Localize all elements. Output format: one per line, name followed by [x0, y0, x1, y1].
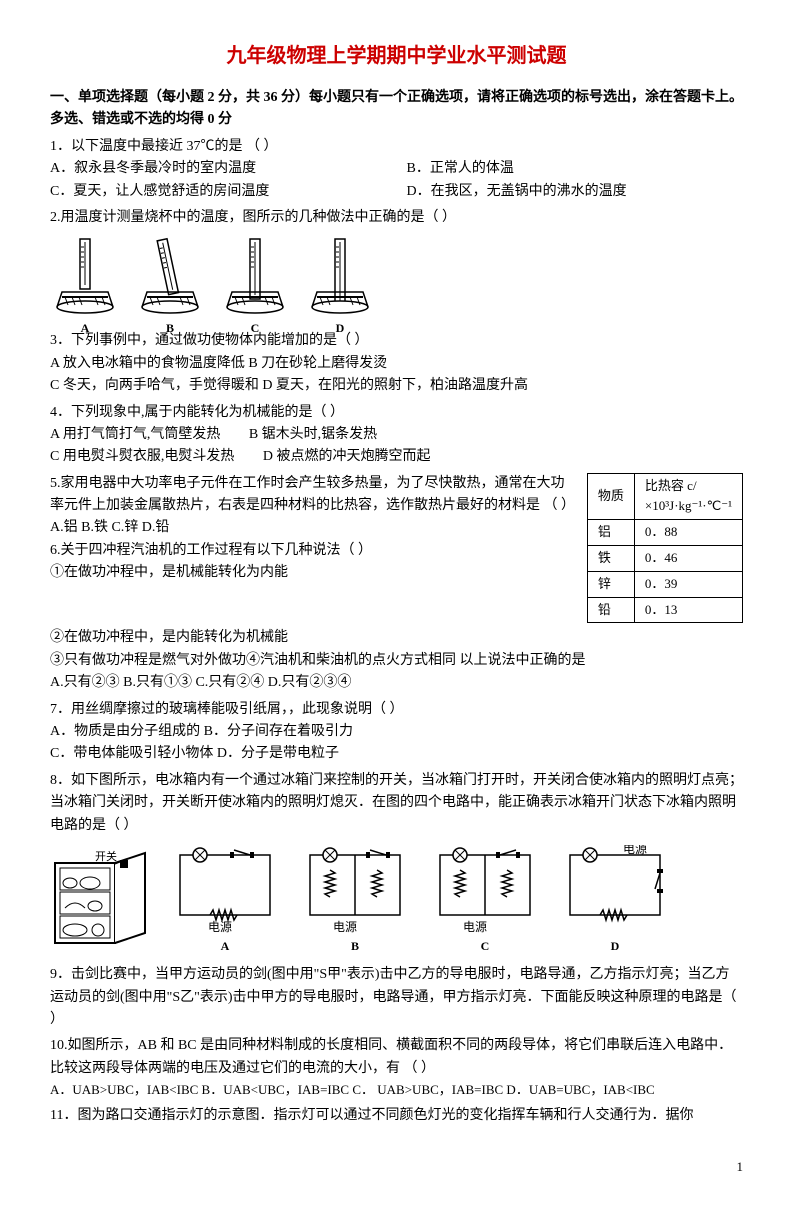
q1-stem: 1．以下温度中最接近 37℃的是 （ ） — [50, 136, 743, 158]
question-6-cont: ②在做功冲程中，是内能转化为机械能 ③只有做功冲程是燃气对外做功④汽油机和柴油机… — [50, 627, 743, 694]
svg-text:电源: 电源 — [333, 920, 357, 934]
question-8: 8．如下图所示，电冰箱内有一个通过冰箱门来控制的开关，当冰箱门打开时，开关闭合使… — [50, 770, 743, 956]
question-3: 3．下列事例中，通过做功使物体内能增加的是（ ） A 放入电冰箱中的食物温度降低… — [50, 330, 743, 397]
table-row: 铁0．46 — [587, 546, 742, 572]
q8-stem: 8．如下图所示，电冰箱内有一个通过冰箱门来控制的开关，当冰箱门打开时，开关闭合使… — [50, 770, 743, 837]
q2-fig-b: B — [135, 237, 205, 322]
q2-label-b: B — [135, 319, 205, 338]
q8-figures: 开关 电源 — [50, 845, 743, 956]
question-10: 10.如图所示，AB 和 BC 是由同种材料制成的长度相同、横截面积不同的两段导… — [50, 1035, 743, 1101]
q8-circuit-a: 电源 A — [170, 845, 280, 956]
section-1-header: 一、单项选择题（每小题 2 分，共 36 分）每小题只有一个正确选项，请将正确选… — [50, 87, 743, 132]
question-11: 11．图为路口交通指示灯的示意图．指示灯可以通过不同颜色灯光的变化指挥车辆和行人… — [50, 1105, 743, 1127]
q2-fig-d: D — [305, 237, 375, 322]
q3-opt-ab: A 放入电冰箱中的食物温度降低 B 刀在砂轮上磨得发烫 — [50, 353, 743, 375]
table-row: 锌0．39 — [587, 571, 742, 597]
q2-label-a: A — [50, 319, 120, 338]
q4-opt-d: D 被点燃的冲天炮腾空而起 — [263, 446, 431, 468]
q10-opts: A．UAB>UBC，IAB<IBC B．UAB<UBC，IAB=IBC C． U… — [50, 1080, 743, 1101]
q4-opt-c: C 用电熨斗熨衣服,电熨斗发热 — [50, 446, 234, 468]
q2-fig-a: A — [50, 237, 120, 322]
q8-label-a: A — [170, 937, 280, 956]
q10-stem: 10.如图所示，AB 和 BC 是由同种材料制成的长度相同、横截面积不同的两段导… — [50, 1035, 743, 1080]
q2-fig-c: C — [220, 237, 290, 322]
q1-opt-c: C．夏天，让人感觉舒适的房间温度 — [50, 181, 387, 203]
question-4: 4．下列现象中,属于内能转化为机械能的是（ ） A 用打气筒打气,气筒壁发热 B… — [50, 402, 743, 469]
exam-title: 九年级物理上学期期中学业水平测试题 — [50, 40, 743, 72]
q6-line3: ③只有做功冲程是燃气对外做功④汽油机和柴油机的点火方式相同 以上说法中正确的是 — [50, 650, 743, 672]
q2-stem: 2.用温度计测量烧杯中的温度，图所示的几种做法中正确的是（ ） — [50, 207, 743, 229]
svg-text:电源: 电源 — [623, 845, 647, 856]
q8-label-d: D — [560, 937, 670, 956]
q1-opt-b: B．正常人的体温 — [407, 158, 744, 180]
q3-opt-cd: C 冬天，向两手哈气，手觉得暖和 D 夏天，在阳光的照射下，柏油路温度升高 — [50, 375, 743, 397]
question-5: 物质 比热容 c/ ×10³J·kg⁻¹·℃⁻¹ 铝0．88 铁0．46 锌0．… — [50, 473, 743, 624]
q8-fridge-icon: 开关 — [50, 848, 150, 956]
q8-label-c: C — [430, 937, 540, 956]
q4-stem: 4．下列现象中,属于内能转化为机械能的是（ ） — [50, 402, 743, 424]
q6-line2: ②在做功冲程中，是内能转化为机械能 — [50, 627, 743, 649]
q7-opt-cd: C．带电体能吸引轻小物体 D．分子是带电粒子 — [50, 743, 743, 765]
q4-opt-a: A 用打气筒打气,气筒壁发热 — [50, 424, 220, 446]
q8-label-b: B — [300, 937, 410, 956]
q4-opt-b: B 锯木头时,锯条发热 — [249, 424, 377, 446]
q8-circuit-c: 电源 C — [430, 845, 540, 956]
q2-label-d: D — [305, 319, 375, 338]
svg-text:电源: 电源 — [463, 920, 487, 934]
material-table: 物质 比热容 c/ ×10³J·kg⁻¹·℃⁻¹ 铝0．88 铁0．46 锌0．… — [587, 473, 743, 624]
question-1: 1．以下温度中最接近 37℃的是 （ ） A．叙永县冬季最冷时的室内温度 B．正… — [50, 136, 743, 203]
table-row: 铅0．13 — [587, 597, 742, 623]
table-header-1: 物质 — [587, 473, 634, 520]
table-header-2: 比热容 c/ ×10³J·kg⁻¹·℃⁻¹ — [634, 473, 742, 520]
svg-text:电源: 电源 — [208, 920, 232, 934]
q7-opt-ab: A．物质是由分子组成的 B．分子间存在着吸引力 — [50, 721, 743, 743]
q8-circuit-b: 电源 B — [300, 845, 410, 956]
q1-opt-d: D．在我区，无盖锅中的沸水的温度 — [407, 181, 744, 203]
q8-circuit-d: 电源 D — [560, 845, 670, 956]
switch-label: 开关 — [95, 849, 117, 863]
q2-label-c: C — [220, 319, 290, 338]
q7-stem: 7．用丝绸摩擦过的玻璃棒能吸引纸屑，，此现象说明（ ） — [50, 699, 743, 721]
q2-figures: A B — [50, 237, 743, 322]
q9-stem: 9．击剑比赛中，当甲方运动员的剑(图中用"S甲"表示)击中乙方的导电服时，电路导… — [50, 964, 743, 1031]
q11-stem: 11．图为路口交通指示灯的示意图．指示灯可以通过不同颜色灯光的变化指挥车辆和行人… — [50, 1105, 743, 1127]
page-number: 1 — [50, 1157, 743, 1178]
q6-opts: A.只有②③ B.只有①③ C.只有②④ D.只有②③④ — [50, 672, 743, 694]
q1-opt-a: A．叙永县冬季最冷时的室内温度 — [50, 158, 387, 180]
question-9: 9．击剑比赛中，当甲方运动员的剑(图中用"S甲"表示)击中乙方的导电服时，电路导… — [50, 964, 743, 1031]
table-row: 铝0．88 — [587, 520, 742, 546]
question-7: 7．用丝绸摩擦过的玻璃棒能吸引纸屑，，此现象说明（ ） A．物质是由分子组成的 … — [50, 699, 743, 766]
question-2: 2.用温度计测量烧杯中的温度，图所示的几种做法中正确的是（ ） A — [50, 207, 743, 322]
